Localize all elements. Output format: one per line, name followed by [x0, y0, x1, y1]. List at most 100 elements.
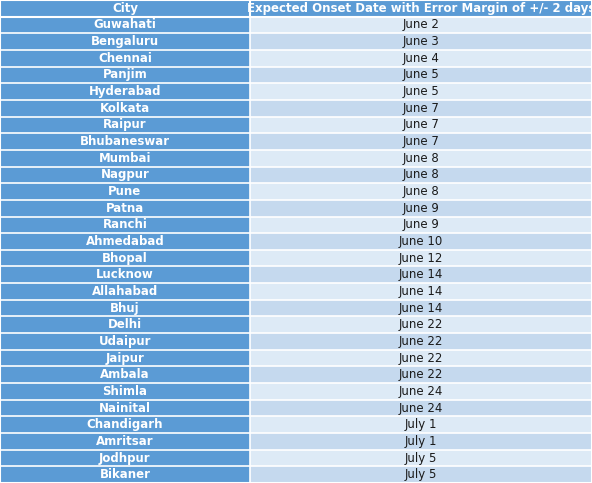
Bar [250, 283, 592, 300]
Text: June 8: June 8 [403, 152, 439, 165]
Text: Udaipur: Udaipur [99, 335, 151, 348]
Text: Ahmedabad: Ahmedabad [85, 235, 165, 248]
Text: Bhuj: Bhuj [110, 301, 140, 314]
Bar [0, 283, 250, 300]
Bar [0, 333, 250, 350]
Text: July 5: July 5 [405, 452, 437, 465]
Bar [250, 316, 592, 333]
Bar [0, 383, 250, 400]
Bar [250, 133, 592, 150]
Text: June 4: June 4 [403, 52, 439, 65]
Text: Bikaner: Bikaner [99, 468, 150, 481]
Bar [250, 33, 592, 50]
Text: Panjim: Panjim [102, 69, 147, 82]
Bar [0, 0, 592, 16]
Bar [250, 467, 592, 483]
Text: Delhi: Delhi [108, 318, 142, 331]
Text: Kolkata: Kolkata [100, 102, 150, 115]
Bar [0, 316, 250, 333]
Bar [0, 133, 250, 150]
Bar [0, 50, 250, 67]
Text: Pune: Pune [108, 185, 141, 198]
Text: Nagpur: Nagpur [101, 169, 149, 182]
Text: Chandigarh: Chandigarh [86, 418, 163, 431]
Bar [0, 183, 250, 200]
Bar [250, 67, 592, 83]
Bar [0, 233, 250, 250]
Bar [0, 300, 250, 316]
Text: Bengaluru: Bengaluru [91, 35, 159, 48]
Bar [0, 250, 250, 267]
Bar [250, 183, 592, 200]
Bar [0, 83, 250, 100]
Bar [0, 67, 250, 83]
Bar [250, 367, 592, 383]
Text: June 10: June 10 [399, 235, 443, 248]
Bar [0, 416, 250, 433]
Text: Jaipur: Jaipur [105, 352, 144, 365]
Text: June 5: June 5 [403, 85, 439, 98]
Text: June 7: June 7 [403, 135, 439, 148]
Bar [250, 233, 592, 250]
Text: July 1: July 1 [405, 435, 437, 448]
Bar [250, 267, 592, 283]
Text: Hyderabad: Hyderabad [89, 85, 161, 98]
Bar [0, 450, 250, 467]
Text: June 8: June 8 [403, 185, 439, 198]
Text: June 3: June 3 [403, 35, 439, 48]
Bar [0, 167, 250, 183]
Text: June 22: June 22 [399, 352, 443, 365]
Bar [250, 167, 592, 183]
Text: July 1: July 1 [405, 418, 437, 431]
Text: June 8: June 8 [403, 169, 439, 182]
Text: Allahabad: Allahabad [92, 285, 158, 298]
Text: June 9: June 9 [403, 202, 439, 214]
Bar [250, 50, 592, 67]
Bar [250, 100, 592, 116]
Text: City: City [112, 2, 138, 15]
Bar [0, 16, 250, 33]
Text: June 22: June 22 [399, 368, 443, 381]
Text: Patna: Patna [106, 202, 144, 214]
Bar [250, 450, 592, 467]
Text: June 7: June 7 [403, 102, 439, 115]
Bar [0, 100, 250, 116]
Bar [250, 83, 592, 100]
Bar [0, 116, 250, 133]
Bar [250, 150, 592, 167]
Text: Guwahati: Guwahati [94, 18, 156, 31]
Text: Bhopal: Bhopal [102, 252, 148, 265]
Bar [0, 267, 250, 283]
Bar [250, 433, 592, 450]
Text: June 5: June 5 [403, 69, 439, 82]
Text: Ambala: Ambala [100, 368, 150, 381]
Text: June 24: June 24 [399, 385, 443, 398]
Text: Chennai: Chennai [98, 52, 152, 65]
Text: Ranchi: Ranchi [102, 218, 147, 231]
Text: Nainital: Nainital [99, 401, 151, 414]
Bar [250, 300, 592, 316]
Bar [250, 383, 592, 400]
Text: Expected Onset Date with Error Margin of +/- 2 days: Expected Onset Date with Error Margin of… [247, 2, 592, 15]
Bar [0, 216, 250, 233]
Bar [250, 116, 592, 133]
Text: June 14: June 14 [399, 301, 443, 314]
Bar [0, 367, 250, 383]
Bar [0, 467, 250, 483]
Text: Mumbai: Mumbai [99, 152, 151, 165]
Bar [250, 333, 592, 350]
Text: Amritsar: Amritsar [96, 435, 154, 448]
Bar [0, 150, 250, 167]
Text: Lucknow: Lucknow [96, 269, 154, 281]
Bar [250, 216, 592, 233]
Bar [0, 400, 250, 416]
Text: June 22: June 22 [399, 335, 443, 348]
Bar [0, 200, 250, 216]
Bar [0, 350, 250, 367]
Text: July 5: July 5 [405, 468, 437, 481]
Text: June 14: June 14 [399, 269, 443, 281]
Text: June 9: June 9 [403, 218, 439, 231]
Text: Raipur: Raipur [103, 118, 147, 131]
Text: Bhubaneswar: Bhubaneswar [80, 135, 170, 148]
Bar [250, 200, 592, 216]
